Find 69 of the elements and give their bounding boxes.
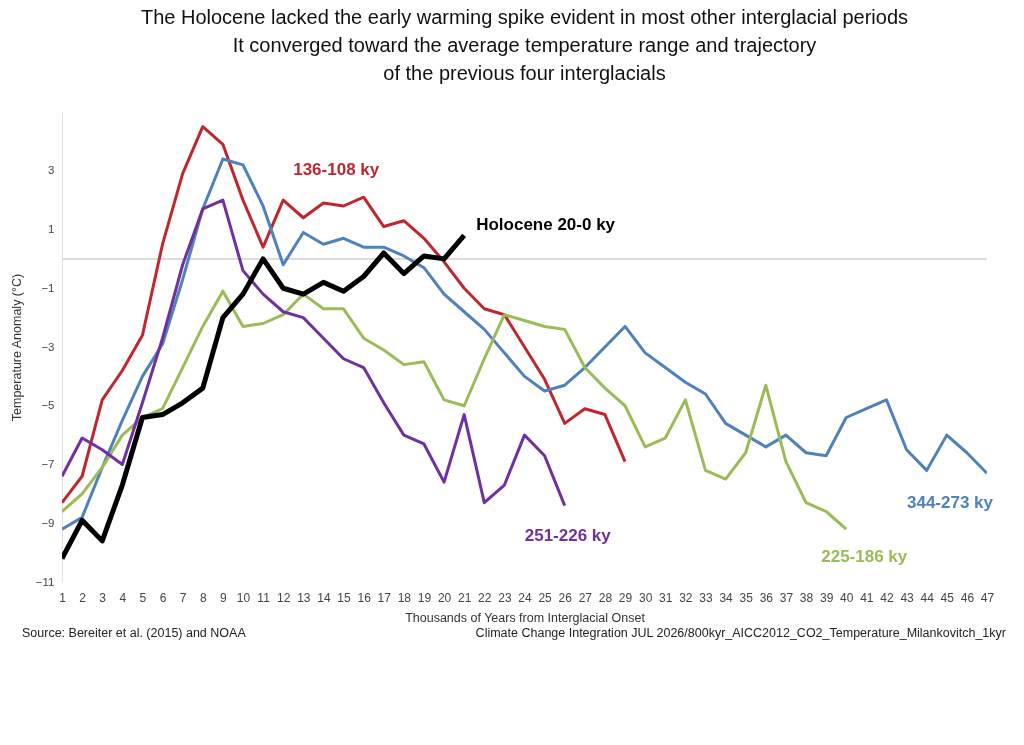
x-tick-label: 40 bbox=[840, 590, 854, 605]
x-tick-label: 14 bbox=[317, 590, 331, 605]
text: It converged toward the average temperature range and trajectory bbox=[232, 34, 817, 56]
x-tick-label: 7 bbox=[179, 590, 187, 605]
text: of the previous four interglacials bbox=[383, 62, 666, 84]
line-series bbox=[62, 289, 848, 531]
x-tick-label: 34 bbox=[719, 590, 734, 605]
source-note: Source: Bereiter et al. (2015) and NOAA bbox=[22, 626, 246, 640]
x-tick-label: 25 bbox=[538, 590, 553, 605]
x-tick-label: 44 bbox=[920, 590, 935, 605]
series-label: 251-226 ky bbox=[524, 525, 612, 545]
y-tick-label: 3 bbox=[48, 164, 55, 177]
x-tick-label: 38 bbox=[799, 590, 814, 605]
x-tick-label: 3 bbox=[99, 590, 107, 605]
x-tick-label: 37 bbox=[779, 590, 794, 605]
y-axis-title: Temperature Anomaly (°C) bbox=[9, 273, 24, 422]
x-tick-label: 19 bbox=[417, 590, 432, 605]
text: Climate Change Integration JUL 2026/800kyr_AICC2012_CO2_Temperature_Milankovitch_1kyr bbox=[475, 626, 1006, 640]
series-label: Holocene 20-0 ky bbox=[476, 215, 616, 235]
text: The Holocene lacked the early warming spike evident in most other interglacial periods bbox=[140, 6, 909, 28]
x-tick-label: 39 bbox=[819, 590, 834, 605]
x-tick-label: 23 bbox=[498, 590, 512, 605]
x-tick-label: 36 bbox=[759, 590, 774, 605]
y-tick-label: −1 bbox=[41, 281, 55, 294]
x-tick-label: 9 bbox=[220, 590, 228, 605]
x-tick-label: 45 bbox=[940, 590, 955, 605]
x-tick-label: 42 bbox=[880, 590, 894, 605]
x-tick-label: 18 bbox=[397, 590, 412, 605]
x-tick-label: 12 bbox=[277, 590, 291, 605]
x-tick-label: 4 bbox=[119, 590, 127, 605]
x-tick-label: 26 bbox=[558, 590, 573, 605]
series-label: 136-108 ky bbox=[293, 160, 380, 180]
y-tick-label: −5 bbox=[41, 399, 55, 412]
y-tick-label: −11 bbox=[35, 575, 55, 588]
x-tick-label: 6 bbox=[159, 590, 167, 605]
x-tick-label: 17 bbox=[377, 590, 392, 605]
x-tick-label: 33 bbox=[699, 590, 713, 605]
x-tick-label: 41 bbox=[860, 590, 874, 605]
y-tick-label: −3 bbox=[41, 340, 55, 353]
x-tick-label: 13 bbox=[297, 590, 311, 605]
x-tick-label: 2 bbox=[79, 590, 87, 605]
x-tick-label: 16 bbox=[357, 590, 372, 605]
x-tick-label: 29 bbox=[618, 590, 633, 605]
x-tick-label: 31 bbox=[659, 590, 673, 605]
line-series bbox=[62, 125, 627, 505]
x-tick-label: 24 bbox=[518, 590, 532, 605]
x-tick-label: 47 bbox=[980, 590, 995, 605]
y-tick-label: −9 bbox=[41, 516, 55, 529]
x-tick-label: 32 bbox=[679, 590, 693, 605]
x-tick-label: 21 bbox=[457, 590, 472, 605]
x-tick-label: 8 bbox=[199, 590, 207, 605]
x-tick-label: 46 bbox=[960, 590, 975, 605]
x-tick-label: 15 bbox=[337, 590, 352, 605]
series-label: 344-273 ky bbox=[906, 493, 994, 513]
x-tick-label: 1 bbox=[59, 590, 67, 605]
x-tick-label: 10 bbox=[236, 590, 251, 605]
x-tick-label: 30 bbox=[638, 590, 653, 605]
y-tick-label: 1 bbox=[48, 223, 55, 235]
x-tick-label: 11 bbox=[257, 590, 271, 605]
series-label: 225-186 ky bbox=[821, 547, 908, 567]
x-axis-title: Thousands of Years from Interglacial Onset bbox=[405, 610, 646, 625]
x-tick-label: 35 bbox=[739, 590, 754, 605]
y-tick-label: −7 bbox=[41, 458, 55, 470]
x-tick-label: 27 bbox=[578, 590, 593, 605]
x-tick-label: 5 bbox=[139, 590, 147, 605]
x-tick-label: 22 bbox=[478, 590, 492, 605]
x-tick-label: 20 bbox=[437, 590, 452, 605]
x-tick-label: 43 bbox=[900, 590, 915, 605]
x-tick-label: 28 bbox=[598, 590, 613, 605]
